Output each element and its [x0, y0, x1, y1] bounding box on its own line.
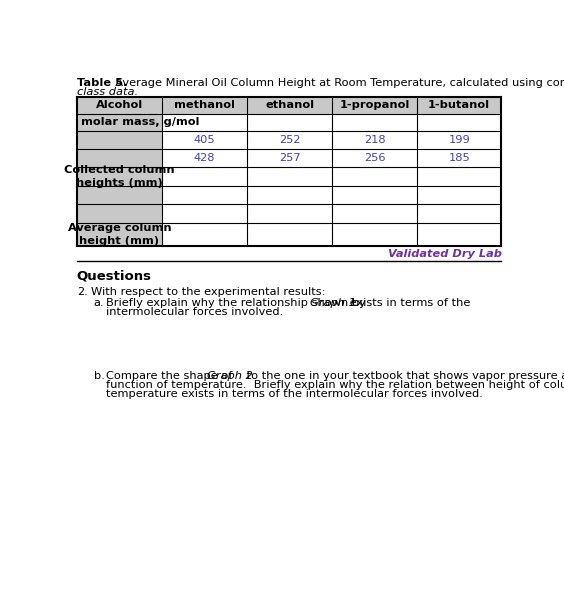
Text: 252: 252 [279, 135, 301, 145]
Bar [162, 149, 247, 167]
Bar [247, 97, 332, 113]
Text: With respect to the experimental results:: With respect to the experimental results… [91, 287, 325, 297]
Text: 257: 257 [279, 153, 301, 163]
Bar [247, 186, 332, 205]
Bar [417, 167, 501, 186]
Bar [77, 223, 162, 246]
Text: a.: a. [94, 298, 104, 308]
Text: 1-propanol: 1-propanol [340, 100, 410, 110]
Bar [162, 113, 247, 131]
Bar [417, 113, 501, 131]
Bar [332, 97, 417, 113]
Text: Graph 1: Graph 1 [310, 298, 356, 308]
Text: Graph 2: Graph 2 [207, 371, 253, 381]
Text: ethanol: ethanol [265, 100, 314, 110]
Text: Table 5.: Table 5. [77, 78, 127, 88]
Bar [417, 205, 501, 223]
Bar [162, 205, 247, 223]
Text: to the one in your textbook that shows vapor pressure as a: to the one in your textbook that shows v… [243, 371, 564, 381]
Bar [417, 149, 501, 167]
Text: 218: 218 [364, 135, 386, 145]
Bar [417, 223, 501, 246]
Text: Average column
height (mm): Average column height (mm) [68, 223, 171, 246]
Text: Compare the shape of: Compare the shape of [106, 371, 236, 381]
Text: Questions: Questions [77, 270, 152, 283]
Text: exists in terms of the: exists in terms of the [346, 298, 470, 308]
Bar [332, 167, 417, 186]
Text: b.: b. [94, 371, 105, 381]
Bar [162, 167, 247, 186]
Text: Validated Dry Lab: Validated Dry Lab [387, 249, 501, 259]
Bar [417, 131, 501, 149]
Text: 199: 199 [448, 135, 470, 145]
Text: 2.: 2. [77, 287, 87, 297]
Bar [247, 223, 332, 246]
Text: 256: 256 [364, 153, 385, 163]
Bar [77, 113, 162, 131]
Text: 405: 405 [194, 135, 215, 145]
Text: 1-butanol: 1-butanol [428, 100, 490, 110]
Bar [332, 113, 417, 131]
Text: methanol: methanol [174, 100, 235, 110]
Bar [247, 167, 332, 186]
Bar [417, 97, 501, 113]
Text: Collected column
heights (mm): Collected column heights (mm) [64, 165, 175, 188]
Bar [77, 97, 162, 113]
Text: Average Mineral Oil Column Height at Room Temperature, calculated using compiled: Average Mineral Oil Column Height at Roo… [108, 78, 564, 88]
Text: molar mass, g/mol: molar mass, g/mol [81, 117, 199, 127]
Bar [247, 113, 332, 131]
Bar [162, 131, 247, 149]
Bar [247, 149, 332, 167]
Text: temperature exists in terms of the intermolecular forces involved.: temperature exists in terms of the inter… [106, 389, 483, 399]
Text: function of temperature.  Briefly explain why the relation between height of col: function of temperature. Briefly explain… [106, 380, 564, 390]
Bar [247, 205, 332, 223]
Bar [162, 186, 247, 205]
Bar [332, 186, 417, 205]
Text: 185: 185 [448, 153, 470, 163]
Text: 428: 428 [194, 153, 215, 163]
Bar [332, 223, 417, 246]
Text: intermolecular forces involved.: intermolecular forces involved. [106, 307, 283, 317]
Bar [417, 186, 501, 205]
Bar [332, 131, 417, 149]
Bar [162, 97, 247, 113]
Bar [247, 131, 332, 149]
Text: Briefly explain why the relationship shown by: Briefly explain why the relationship sho… [106, 298, 369, 308]
Bar [162, 223, 247, 246]
Text: class data.: class data. [77, 88, 138, 97]
Bar [332, 149, 417, 167]
Text: Alcohol: Alcohol [96, 100, 143, 110]
Bar [77, 131, 162, 223]
Bar [332, 205, 417, 223]
